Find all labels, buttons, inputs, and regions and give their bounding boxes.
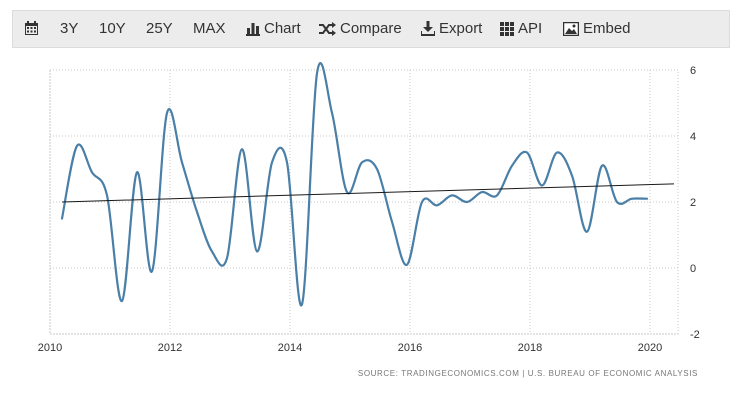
bar-chart-icon: [246, 23, 260, 36]
embed-button-label: Embed: [583, 20, 631, 37]
embed-button[interactable]: Embed: [562, 11, 631, 47]
api-button-label: API: [518, 20, 543, 37]
x-tick-label: 2010: [38, 342, 62, 354]
grid: [49, 69, 679, 335]
y-tick-label: 6: [690, 65, 696, 77]
y-tick-label: 4: [690, 131, 696, 143]
chart-button-label: Chart: [264, 20, 301, 37]
x-tick-label: 2012: [158, 342, 182, 354]
line-chart: -2 0 2 4 6 2010 2012 2014 2016 2018 2020: [38, 62, 700, 354]
chart-button[interactable]: Chart: [246, 11, 301, 47]
api-button[interactable]: API: [500, 11, 542, 47]
series-line-trend: [61, 183, 675, 203]
source-attribution: SOURCE: TRADINGECONOMICS.COM | U.S. BURE…: [357, 369, 698, 378]
y-tick-label: 2: [690, 197, 696, 209]
shuffle-icon: [319, 22, 336, 36]
series: [60, 62, 675, 307]
x-tick-label: 2014: [278, 342, 302, 354]
chart-toolbar: 3Y 10Y 25Y MAX Chart Compare Export: [12, 10, 730, 48]
compare-button-label: Compare: [340, 20, 402, 37]
calendar-icon-glyph: [25, 21, 38, 35]
image-icon: [562, 21, 580, 37]
series-line-main: [60, 62, 649, 307]
compare-button[interactable]: Compare: [319, 11, 402, 47]
x-tick-label: 2018: [518, 342, 542, 354]
x-tick-label: 2016: [398, 342, 422, 354]
export-button-label: Export: [439, 20, 483, 37]
y-tick-label: -2: [690, 329, 700, 341]
grid-icon: [500, 22, 514, 36]
download-icon: [420, 21, 436, 36]
range-max-button[interactable]: MAX: [193, 20, 226, 37]
y-tick-label: 0: [690, 263, 696, 275]
axes: -2 0 2 4 6 2010 2012 2014 2016 2018 2020: [38, 65, 700, 354]
range-3y-button[interactable]: 3Y: [60, 20, 79, 37]
chart-area: -2 0 2 4 6 2010 2012 2014 2016 2018 2020: [12, 48, 730, 390]
x-tick-label: 2020: [638, 342, 662, 354]
range-25y-button[interactable]: 25Y: [146, 20, 173, 37]
range-10y-button[interactable]: 10Y: [99, 20, 126, 37]
plot-frame: [49, 69, 679, 335]
export-button[interactable]: Export: [420, 11, 483, 47]
calendar-icon[interactable]: [24, 11, 43, 47]
